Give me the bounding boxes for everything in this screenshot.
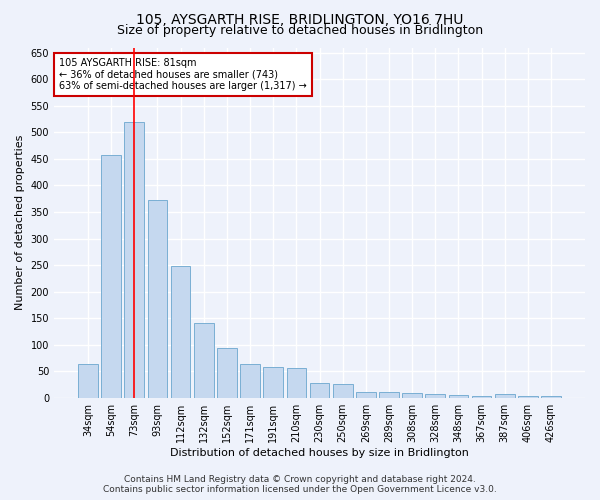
Bar [518,396,538,398]
Bar [495,394,515,398]
Bar [240,364,260,398]
Bar [287,368,306,398]
Bar [449,395,468,398]
Bar [472,396,491,398]
Bar [171,266,190,398]
Bar [541,396,561,398]
Bar [217,348,237,398]
Bar [148,200,167,398]
Bar [194,324,214,398]
Bar [78,364,98,398]
Bar [425,394,445,398]
Bar [101,154,121,398]
Text: 105 AYSGARTH RISE: 81sqm
← 36% of detached houses are smaller (743)
63% of semi-: 105 AYSGARTH RISE: 81sqm ← 36% of detach… [59,58,307,91]
X-axis label: Distribution of detached houses by size in Bridlington: Distribution of detached houses by size … [170,448,469,458]
Text: Size of property relative to detached houses in Bridlington: Size of property relative to detached ho… [117,24,483,37]
Text: 105, AYSGARTH RISE, BRIDLINGTON, YO16 7HU: 105, AYSGARTH RISE, BRIDLINGTON, YO16 7H… [136,12,464,26]
Y-axis label: Number of detached properties: Number of detached properties [15,135,25,310]
Bar [263,367,283,398]
Bar [333,384,353,398]
Bar [124,122,144,398]
Bar [356,392,376,398]
Text: Contains HM Land Registry data © Crown copyright and database right 2024.
Contai: Contains HM Land Registry data © Crown c… [103,474,497,494]
Bar [379,392,399,398]
Bar [310,384,329,398]
Bar [402,394,422,398]
